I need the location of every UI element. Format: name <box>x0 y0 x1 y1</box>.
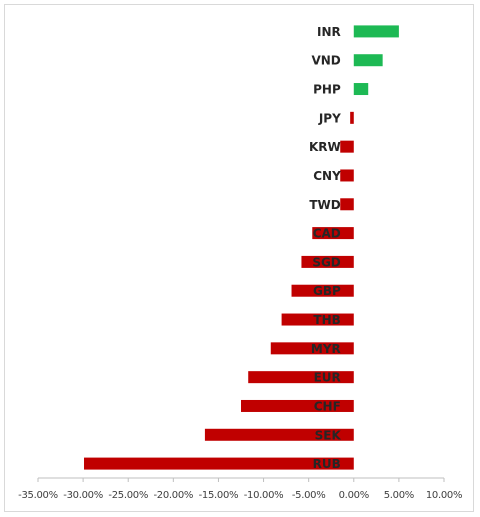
bar-twd <box>340 198 354 211</box>
x-tick-label: -10.00% <box>244 490 284 501</box>
x-tick-label: 5.00% <box>384 490 414 501</box>
x-tick-label: -20.00% <box>154 490 194 501</box>
category-label: CAD <box>313 227 341 241</box>
bar-vnd <box>353 54 383 67</box>
x-tick-label: -15.00% <box>199 490 239 501</box>
x-tick-label: 0.00% <box>339 490 369 501</box>
category-label: CHF <box>314 399 341 413</box>
category-label: KRW <box>309 140 341 154</box>
bar-cad <box>312 227 354 240</box>
category-label: SEK <box>315 428 342 442</box>
bar-thb <box>281 313 354 326</box>
bar-myr <box>270 342 354 355</box>
x-tick-label: 10.00% <box>426 490 462 501</box>
category-label: JPY <box>318 111 341 125</box>
bar-gbp <box>291 284 354 297</box>
x-tick-label: -25.00% <box>108 490 148 501</box>
bar-sek <box>204 428 354 441</box>
x-tick-label: -35.00% <box>18 490 58 501</box>
category-label: EUR <box>314 371 341 385</box>
category-label: CNY <box>313 169 341 183</box>
category-label: THB <box>313 313 340 327</box>
bar-jpy <box>350 111 354 124</box>
category-label: TWD <box>309 198 340 212</box>
bar-eur <box>248 371 354 384</box>
bar-rub <box>84 457 354 470</box>
category-label: RUB <box>313 457 341 471</box>
chart-frame <box>4 4 474 512</box>
bar-krw <box>340 140 354 153</box>
bar-cny <box>340 169 354 182</box>
bar-php <box>353 83 369 96</box>
category-label: MYR <box>311 342 341 356</box>
category-label: SGD <box>312 255 340 269</box>
x-tick-label: -30.00% <box>63 490 103 501</box>
bar-inr <box>353 25 399 38</box>
category-label: GBP <box>313 284 341 298</box>
category-label: INR <box>317 25 341 39</box>
category-label: VND <box>311 54 340 68</box>
bar-sgd <box>301 255 354 268</box>
bar-chf <box>241 399 354 412</box>
x-tick-label: -5.00% <box>292 490 326 501</box>
category-label: PHP <box>313 83 341 97</box>
